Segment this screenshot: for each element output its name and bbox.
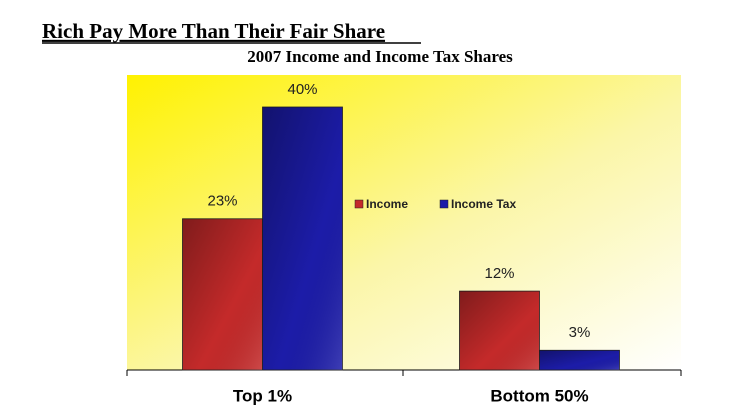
- bar-shade: [182, 218, 263, 370]
- value-label: 23%: [207, 193, 237, 210]
- legend-swatch: [354, 199, 364, 209]
- x-tick-label: Top 1%: [233, 386, 292, 405]
- legend-label: Income Tax: [451, 197, 516, 211]
- value-label: 12%: [484, 265, 514, 282]
- x-tick-label: Bottom 50%: [490, 386, 588, 405]
- value-label: 40%: [287, 81, 317, 98]
- legend-swatch: [439, 199, 449, 209]
- value-label: 3%: [569, 324, 591, 341]
- legend-label: Income: [366, 197, 408, 211]
- bar-shade: [539, 350, 620, 370]
- bar-shade: [459, 291, 540, 370]
- bar-shade: [262, 107, 343, 370]
- chart-subtitle: 2007 Income and Income Tax Shares: [247, 47, 513, 66]
- axis: [126, 369, 682, 376]
- chart-title: Rich Pay More Than Their Fair Share: [42, 19, 385, 43]
